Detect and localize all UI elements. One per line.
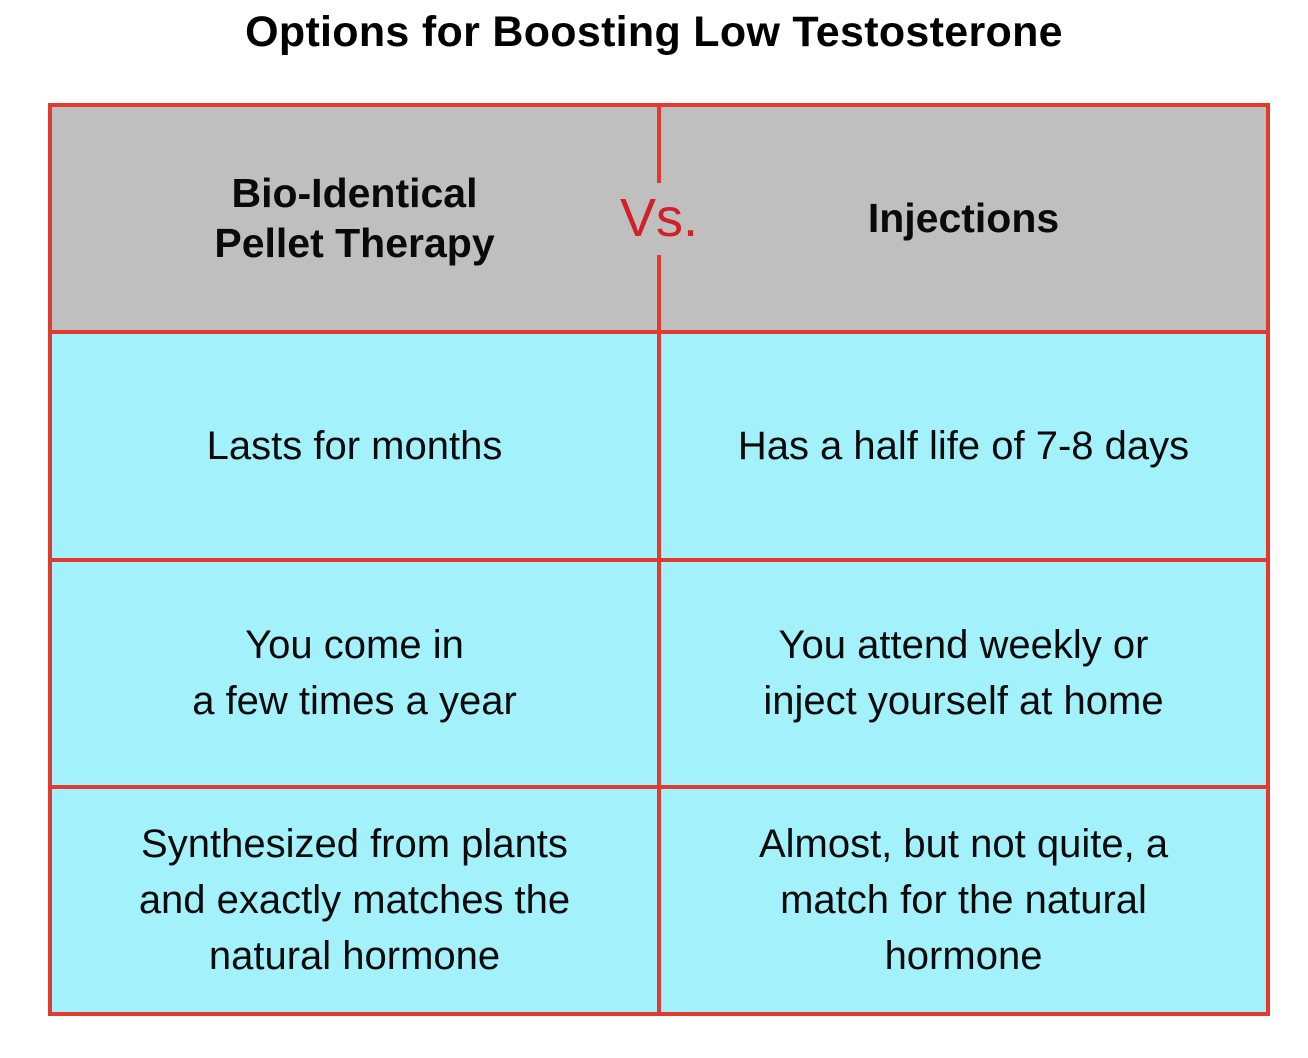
comparison-table: Bio-Identical Pellet Therapy Injections … (48, 103, 1270, 1016)
cell-duration-injections: Has a half life of 7-8 days (661, 334, 1266, 558)
cell-duration-pellet: Lasts for months (52, 334, 657, 558)
header-cell-injections: Injections (661, 107, 1266, 331)
cell-hormone-match-pellet: Synthesized from plants and exactly matc… (52, 788, 657, 1012)
cell-visits-pellet: You come in a few times a year (52, 561, 657, 785)
page-title: Options for Boosting Low Testosterone (245, 8, 1063, 56)
vs-label: Vs. (609, 183, 709, 255)
header-cell-bio-identical-pellet-therapy: Bio-Identical Pellet Therapy (52, 107, 657, 331)
cell-hormone-match-injections: Almost, but not quite, a match for the n… (661, 788, 1266, 1012)
cell-visits-injections: You attend weekly or inject yourself at … (661, 561, 1266, 785)
